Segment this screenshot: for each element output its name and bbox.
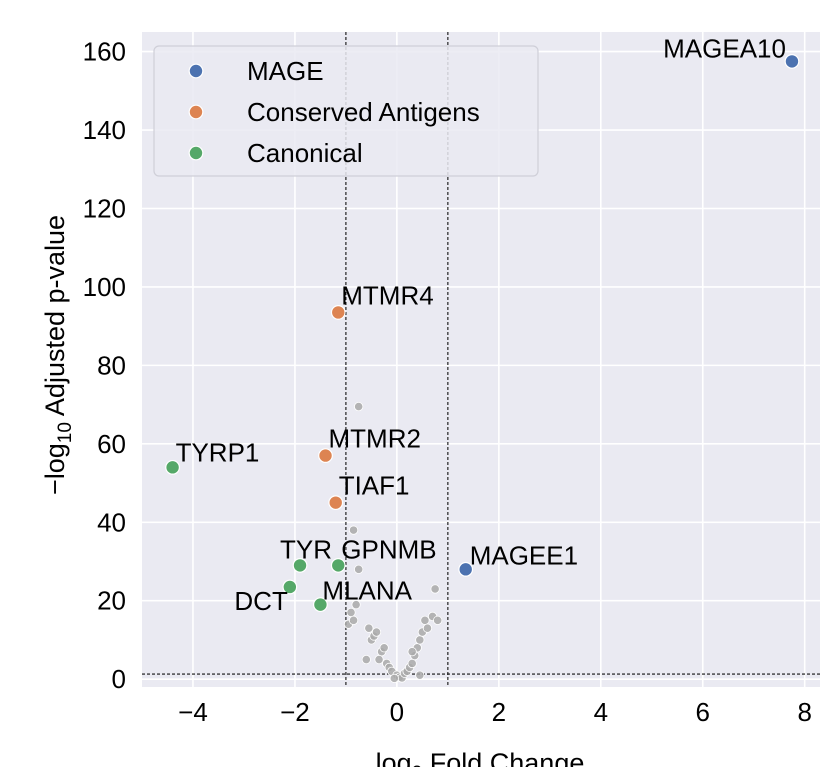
y-tick-label: 80	[97, 350, 126, 380]
y-tick-label: 0	[112, 664, 126, 694]
y-tick-label: 140	[83, 115, 126, 145]
background-point	[430, 584, 440, 594]
y-tick-label: 60	[97, 429, 126, 459]
background-point	[379, 643, 389, 653]
x-tick-label: −2	[280, 697, 310, 727]
y-tick-labels: 0 20 40 60 80 100 120 140 160	[83, 37, 126, 695]
background-point	[415, 670, 425, 680]
point-label-tiaf1: TIAF1	[339, 471, 410, 501]
point-magea10	[784, 54, 800, 69]
background-point	[346, 607, 356, 618]
background-point	[415, 635, 425, 645]
point-label-tyrp1: TYRP1	[176, 437, 260, 467]
background-point	[351, 600, 361, 610]
background-point	[389, 673, 399, 683]
y-tick-label: 120	[83, 193, 126, 223]
x-tick-label: 6	[696, 697, 710, 727]
point-label-magee1: MAGEE1	[470, 540, 578, 570]
x-tick-label: 2	[492, 697, 506, 727]
point-label-mtmr2: MTMR2	[329, 424, 421, 454]
background-point	[348, 615, 359, 625]
y-tick-label: 160	[83, 37, 126, 67]
legend-label-2: Canonical	[247, 138, 363, 168]
x-tick-label: 0	[390, 697, 404, 727]
significant-points	[165, 54, 800, 613]
background-point	[348, 525, 359, 535]
y-tick-label: 20	[97, 586, 126, 616]
point-dct	[282, 579, 298, 595]
point-magee1	[458, 561, 474, 577]
point-tiaf1	[328, 495, 344, 511]
point-labels: MAGEA10 MAGEE1 MTMR4 MTMR2 TIAF1 TYRP1 TYR GPNM…	[176, 33, 786, 616]
y-axis-label: −log10 Adjusted p-value	[40, 215, 76, 495]
background-point	[407, 658, 417, 669]
point-gpnmb	[330, 558, 346, 573]
background-point	[354, 401, 364, 412]
legend-box	[153, 45, 539, 177]
y-tick-label: 40	[97, 507, 126, 537]
background-point	[433, 615, 443, 625]
point-mtmr2	[318, 448, 333, 463]
point-label-dct: DCT	[234, 586, 288, 616]
point-label-gpnmb: GPNMB	[341, 534, 436, 564]
y-tick-label: 100	[83, 272, 126, 302]
point-label-tyr: TYR	[280, 534, 332, 564]
threshold-lines	[142, 32, 820, 687]
background-point	[371, 627, 382, 637]
x-tick-label: −4	[178, 697, 208, 727]
legend: MAGE Conserved Antigens Canonical	[153, 45, 539, 177]
background-point	[422, 623, 433, 633]
background-point	[361, 654, 371, 665]
x-tick-label: 8	[797, 697, 811, 727]
legend-label-1: Conserved Antigens	[247, 97, 480, 127]
point-label-magea10: MAGEA10	[663, 33, 786, 63]
x-tick-labels: −4 −2 0 2 4 6 8	[178, 697, 812, 727]
background-point	[374, 654, 384, 665]
background-point	[354, 564, 364, 574]
point-tyr	[292, 558, 308, 573]
background-point	[420, 615, 430, 625]
legend-marker-1	[188, 104, 204, 120]
point-mtmr4	[330, 305, 346, 320]
background-point	[364, 623, 374, 633]
background-point	[407, 647, 417, 657]
x-axis-label: log2 Fold Change	[376, 748, 585, 767]
point-tyrp1	[165, 459, 180, 475]
point-label-mtmr4: MTMR4	[341, 280, 433, 310]
legend-marker-0	[188, 63, 204, 79]
background-points	[343, 401, 443, 683]
legend-marker-2	[188, 145, 204, 161]
point-label-mlana: MLANA	[322, 576, 412, 606]
point-mlana	[313, 597, 328, 613]
legend-label-0: MAGE	[247, 56, 324, 86]
x-tick-label: 4	[594, 697, 608, 727]
